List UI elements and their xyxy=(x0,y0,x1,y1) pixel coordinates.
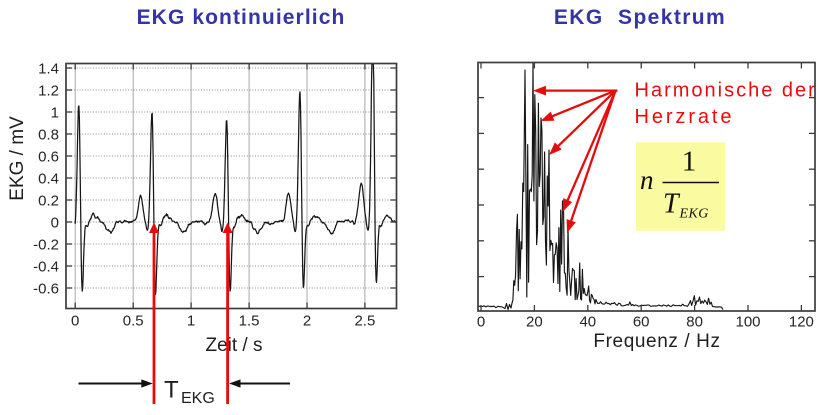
svg-text:0: 0 xyxy=(477,314,485,331)
svg-text:EKG: EKG xyxy=(679,207,709,222)
svg-text:n: n xyxy=(640,165,654,195)
svg-text:0.6: 0.6 xyxy=(38,148,59,165)
svg-text:T: T xyxy=(164,377,179,404)
svg-text:EKG / mV: EKG / mV xyxy=(7,116,28,201)
svg-text:-0.2: -0.2 xyxy=(33,236,59,253)
svg-text:1.5: 1.5 xyxy=(239,313,260,330)
svg-text:EKG kontinuierlich: EKG kontinuierlich xyxy=(137,6,346,29)
svg-text:0.8: 0.8 xyxy=(38,126,59,143)
svg-text:1.4: 1.4 xyxy=(38,60,59,77)
svg-text:1: 1 xyxy=(682,146,697,178)
svg-text:1: 1 xyxy=(51,104,59,121)
svg-text:-0.4: -0.4 xyxy=(33,258,59,275)
svg-text:1: 1 xyxy=(187,313,195,330)
svg-text:2.5: 2.5 xyxy=(354,313,375,330)
svg-text:1.2: 1.2 xyxy=(38,82,59,99)
svg-text:EKG Spektrum: EKG Spektrum xyxy=(554,6,726,29)
svg-text:0.5: 0.5 xyxy=(123,313,144,330)
svg-text:0.2: 0.2 xyxy=(38,192,59,209)
svg-text:Zeit / s: Zeit / s xyxy=(205,335,262,356)
svg-text:120: 120 xyxy=(789,314,814,331)
svg-text:20: 20 xyxy=(526,314,543,331)
svg-text:-0.6: -0.6 xyxy=(33,280,59,297)
svg-text:40: 40 xyxy=(579,314,596,331)
svg-text:EKG: EKG xyxy=(181,390,215,407)
svg-text:0: 0 xyxy=(71,313,79,330)
svg-text:Herzrate: Herzrate xyxy=(635,106,735,128)
svg-text:Frequenz / Hz: Frequenz / Hz xyxy=(593,331,720,352)
svg-text:60: 60 xyxy=(633,314,650,331)
svg-text:T: T xyxy=(663,189,681,220)
svg-text:Harmonische der: Harmonische der xyxy=(635,80,817,102)
svg-text:2: 2 xyxy=(303,313,311,330)
svg-text:80: 80 xyxy=(686,314,703,331)
svg-text:100: 100 xyxy=(735,314,760,331)
svg-text:0.4: 0.4 xyxy=(38,170,59,187)
svg-text:0: 0 xyxy=(51,214,59,231)
